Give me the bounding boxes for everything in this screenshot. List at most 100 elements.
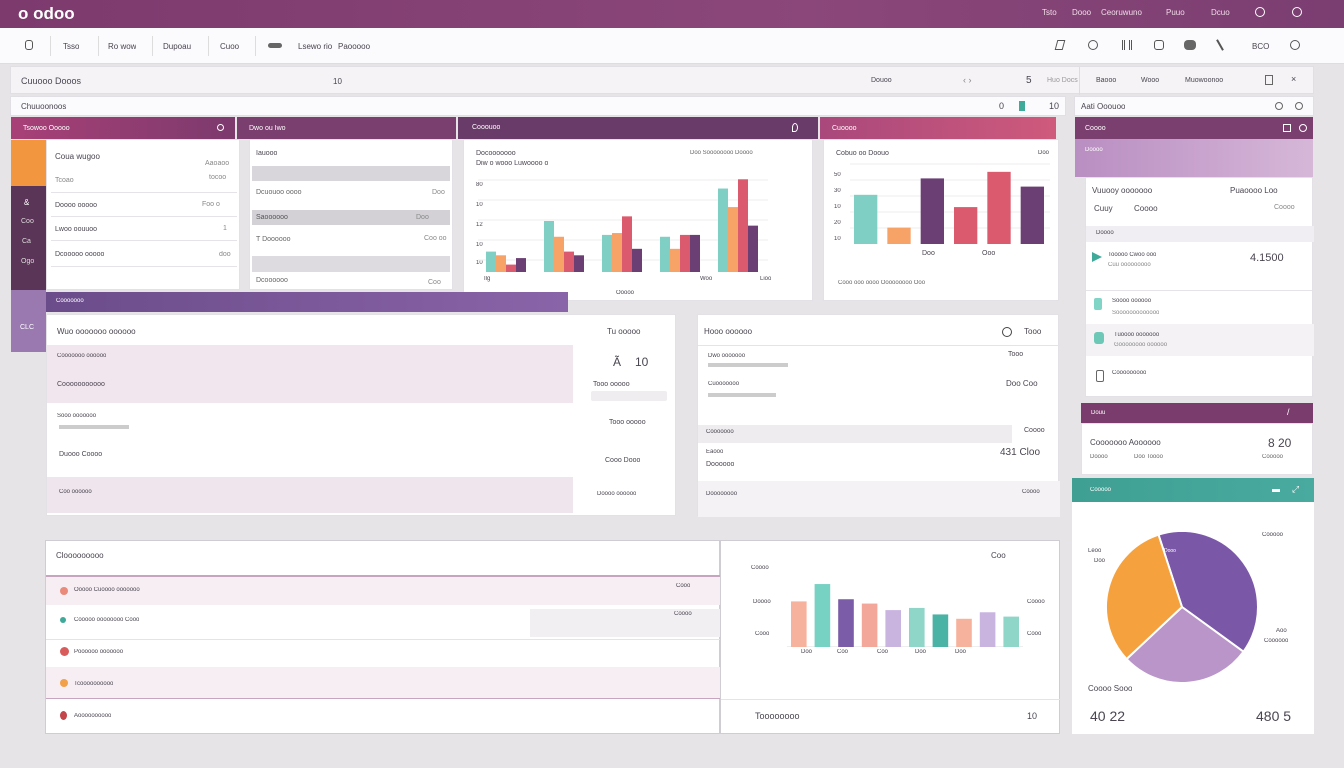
menu-item[interactable]: Puuo (1166, 8, 1185, 17)
bar (506, 264, 516, 272)
pie-slice (1157, 532, 1259, 654)
home-icon[interactable] (25, 40, 33, 50)
expand-icon[interactable]: ⤢ (1292, 484, 1300, 494)
row-label[interactable]: Lwoo oouuoo (55, 226, 98, 233)
nav-item[interactable]: Coo (21, 218, 34, 225)
nav-item[interactable]: & (24, 198, 30, 207)
tool-icon[interactable] (1216, 39, 1224, 51)
row-icon: Ã (613, 355, 622, 369)
breadcrumb-right-label[interactable]: Aati Ooouoo (1081, 102, 1126, 111)
row-value: Aaoaoo (205, 160, 230, 167)
panel-title: Tsowoo Ooooo (23, 125, 70, 132)
row-label[interactable]: Eaooo (706, 449, 724, 455)
view-label[interactable]: Douoo (871, 77, 892, 84)
expand-icon[interactable] (1283, 124, 1291, 132)
close-icon[interactable]: × (1291, 74, 1297, 84)
bar (632, 248, 642, 272)
edit-icon[interactable] (1054, 40, 1066, 50)
row-label[interactable]: Dwo ooooooo (708, 353, 746, 359)
chart-icon[interactable] (1122, 40, 1132, 50)
settings-icon[interactable] (217, 124, 224, 131)
row-value: Tooo (1008, 351, 1024, 358)
minimize-icon[interactable] (1272, 489, 1280, 492)
row-label[interactable]: Cooooooooo (1112, 370, 1147, 376)
breadcrumb-label[interactable]: Chuuoonoos (21, 102, 67, 111)
section-b-panel: Hooo oooooo Tooo Dwo ooooooo Tooo Cuoooo… (697, 314, 1060, 517)
row-label[interactable]: Dcoooooo (256, 277, 288, 284)
toolbar-item[interactable]: Dupoau (163, 42, 192, 51)
bar (670, 248, 680, 272)
row-label[interactable]: Doooo ooooo (55, 202, 98, 209)
toolbar-item[interactable]: Ro wow (108, 42, 137, 51)
menu-item[interactable]: Dooo (1072, 8, 1092, 17)
nav-item[interactable]: Ca (22, 238, 31, 245)
row-label[interactable]: Cooooooooooo (57, 381, 105, 388)
axis-tick: 80 (476, 182, 483, 188)
row-label[interactable]: Saoooooo (256, 214, 288, 221)
list-item-label[interactable]: Poooooo ooooooo (74, 649, 124, 655)
row-label[interactable]: Soooo oooooo (1112, 298, 1152, 304)
list-item-label[interactable]: Aoooooooooo (74, 713, 112, 719)
toolbar-item[interactable]: Lsewo rio (298, 42, 333, 51)
group-button[interactable]: Wooo (1141, 77, 1160, 84)
row-label[interactable]: Tuoooo ooooooo (1114, 332, 1160, 338)
print-icon[interactable] (1154, 40, 1164, 50)
user-icon[interactable] (1292, 7, 1302, 17)
breadcrumb-num: 0 (999, 101, 1005, 111)
list-item-label[interactable]: Ooooo Cuoooo ooooooo (74, 587, 140, 593)
toolbar-item[interactable]: Paooooo (338, 42, 371, 51)
settings-icon[interactable] (1255, 7, 1265, 17)
row-label[interactable]: Doooooooo (706, 491, 738, 497)
bar (690, 234, 700, 272)
row-label[interactable]: Duooo Coooo (59, 451, 103, 458)
row-label[interactable]: Dcooooo ooooo (55, 251, 105, 258)
favorites-button[interactable]: Muowoonoo (1185, 77, 1224, 84)
banner-label: Doooo (1085, 147, 1103, 153)
row-value: tocoo (209, 174, 227, 181)
menu-item[interactable]: Dcuo (1211, 8, 1230, 17)
app-logo[interactable]: o odoo (18, 4, 75, 23)
more-icon[interactable] (1295, 102, 1303, 110)
nav-item[interactable]: Ogo (21, 258, 35, 265)
bar (680, 234, 690, 272)
link-icon[interactable] (1088, 40, 1098, 50)
chart-title: Docooooooo (476, 150, 516, 157)
row-label[interactable]: Coo oooooo (59, 489, 92, 495)
refresh-icon[interactable] (1275, 102, 1283, 110)
chart1-header: Cooouoo (458, 117, 818, 139)
list-view-icon[interactable] (1265, 75, 1273, 85)
row-value: Tooo ooooo (593, 381, 630, 388)
gear-icon[interactable] (1002, 327, 1012, 337)
list-item-label[interactable]: Tcoooooooooo (74, 681, 114, 687)
chart1-plot (478, 179, 768, 272)
close-icon[interactable] (1299, 124, 1307, 132)
row-label[interactable]: Cooooooo oooooo (57, 353, 107, 359)
row-label: Coua wugoo (55, 152, 100, 161)
row-value: 1 (223, 225, 227, 232)
filter-button[interactable]: Baooo (1096, 77, 1117, 84)
toolbar-item[interactable]: Cuoo (220, 42, 240, 51)
row-label[interactable]: T Doooooo (256, 236, 291, 243)
row-sub: Cuu ooooooooo (1108, 262, 1151, 268)
cloud-icon[interactable] (1184, 40, 1196, 50)
row-label[interactable]: Sooo ooooooo (57, 413, 97, 419)
row-label[interactable]: Tooooo Cwoo ooo (1108, 252, 1157, 258)
axis-label: Ilg (484, 276, 491, 282)
row-label[interactable]: Dcuouoo oooo (256, 189, 302, 196)
kpi-left: 40 22 (1090, 708, 1126, 724)
toolbar-right[interactable]: BCO (1252, 42, 1270, 51)
help-icon[interactable] (1290, 40, 1300, 50)
toolbar-item[interactable]: Tsso (63, 42, 80, 51)
pager-prev-icon[interactable]: ‹ › (963, 75, 972, 85)
nav-item[interactable]: CLC (20, 324, 35, 331)
row-label[interactable]: Cuooooooo (708, 381, 740, 387)
list-item-label[interactable]: Cooooo oooooooo Cooo (74, 617, 140, 623)
row-label[interactable]: Cooooooo (706, 429, 734, 435)
pin-icon[interactable] (792, 123, 798, 132)
menu-item[interactable]: Ceoruwuno (1101, 8, 1142, 17)
shoe-icon[interactable] (268, 43, 282, 48)
chart-legend: Doo Soooooooo Doooo (690, 150, 753, 156)
menu-item[interactable]: Tsto (1042, 8, 1057, 17)
edit-icon[interactable]: / (1287, 407, 1290, 417)
chart-footer: Toooooooo (755, 711, 800, 721)
